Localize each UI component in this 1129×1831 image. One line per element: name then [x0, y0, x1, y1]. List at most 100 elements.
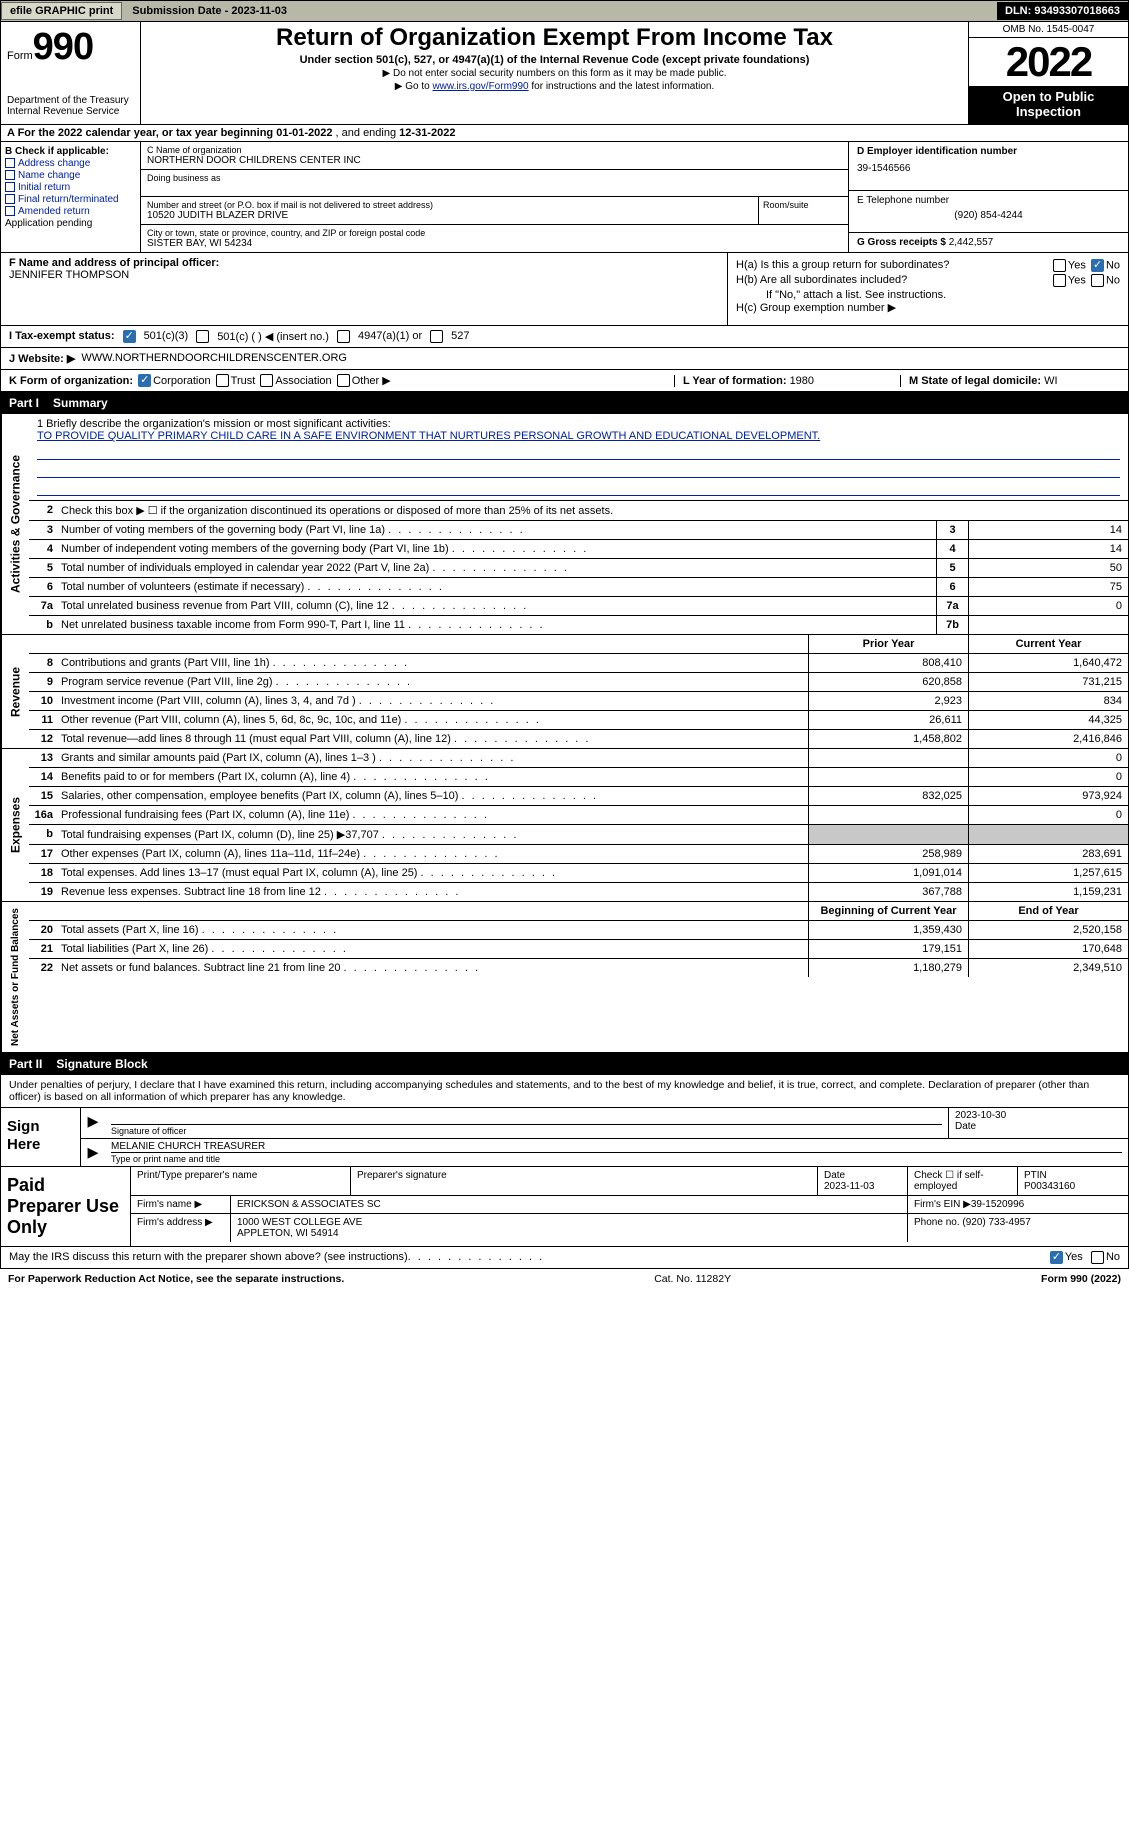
part-2-label: Part II — [9, 1057, 42, 1071]
k-assoc-checkbox[interactable] — [260, 374, 273, 387]
summary-line: 7aTotal unrelated business revenue from … — [29, 597, 1128, 616]
paid-preparer-block: Paid Preparer Use Only Print/Type prepar… — [0, 1167, 1129, 1246]
prior-value: 620,858 — [808, 673, 968, 691]
i-527-checkbox[interactable] — [430, 330, 443, 343]
prep-row-2: Firm's name ▶ ERICKSON & ASSOCIATES SC F… — [131, 1196, 1128, 1214]
line-text: Number of voting members of the governin… — [57, 521, 936, 539]
gross-receipts-value: 2,442,557 — [949, 237, 994, 248]
line-num: 15 — [29, 787, 57, 805]
fin-line: 19Revenue less expenses. Subtract line 1… — [29, 883, 1128, 901]
chk-label: Initial return — [18, 182, 70, 193]
chk-initial-return[interactable]: Initial return — [5, 182, 136, 193]
section-g: G Gross receipts $ 2,442,557 — [849, 233, 1128, 252]
current-value: 1,257,615 — [968, 864, 1128, 882]
i-501c-checkbox[interactable] — [196, 330, 209, 343]
dba-cell: Doing business as — [141, 170, 848, 196]
k-corp-checkbox[interactable] — [138, 374, 151, 387]
chk-address-change[interactable]: Address change — [5, 158, 136, 169]
firm-phone-value: (920) 733-4957 — [962, 1217, 1030, 1228]
row-a-mid: , and ending — [336, 127, 400, 139]
netassets-body: Beginning of Current Year End of Year 20… — [29, 902, 1128, 1052]
prior-year-header: Prior Year — [808, 635, 968, 653]
i-4947-checkbox[interactable] — [337, 330, 350, 343]
chk-name-change[interactable]: Name change — [5, 170, 136, 181]
officer-label: F Name and address of principal officer: — [9, 257, 219, 269]
irs-link[interactable]: www.irs.gov/Form990 — [432, 81, 528, 92]
sig-date-value: 2023-10-30 — [955, 1110, 1122, 1121]
footer-right: Form 990 (2022) — [1041, 1273, 1121, 1285]
prep-date-label: Date — [824, 1170, 845, 1181]
summary-line: 5Total number of individuals employed in… — [29, 559, 1128, 578]
hb-note: If "No," attach a list. See instructions… — [736, 289, 1120, 301]
discuss-yes-checkbox[interactable] — [1050, 1251, 1063, 1264]
prep-selfemp-cell: Check ☐ if self-employed — [908, 1167, 1018, 1195]
sig-officer-label: Signature of officer — [111, 1124, 942, 1136]
fin-line: 14Benefits paid to or for members (Part … — [29, 768, 1128, 787]
chk-amended-return[interactable]: Amended return — [5, 206, 136, 217]
prior-value: 808,410 — [808, 654, 968, 672]
firm-name-value: ERICKSON & ASSOCIATES SC — [231, 1196, 908, 1213]
mission-blank-line — [37, 446, 1120, 460]
current-value — [968, 825, 1128, 844]
signature-declaration: Under penalties of perjury, I declare th… — [0, 1075, 1129, 1108]
checkbox-icon — [5, 182, 15, 192]
line-value: 14 — [968, 540, 1128, 558]
hb-no-checkbox[interactable] — [1091, 274, 1104, 287]
firm-ein-label: Firm's EIN ▶ — [914, 1199, 971, 1210]
ha-no-checkbox[interactable] — [1091, 259, 1104, 272]
line-num: 11 — [29, 711, 57, 729]
row-a-end: 12-31-2022 — [399, 127, 455, 139]
line-text: Salaries, other compensation, employee b… — [57, 787, 808, 805]
form-title: Return of Organization Exempt From Incom… — [147, 24, 962, 52]
ha-yes-checkbox[interactable] — [1053, 259, 1066, 272]
yes-label: Yes — [1068, 259, 1086, 271]
paid-preparer-label: Paid Preparer Use Only — [1, 1167, 131, 1245]
prep-date-value: 2023-11-03 — [824, 1181, 874, 1192]
line-num: 5 — [29, 559, 57, 577]
tax-year: 2022 — [969, 38, 1128, 86]
fin-line: 21Total liabilities (Part X, line 26) 17… — [29, 940, 1128, 959]
line-text: Revenue less expenses. Subtract line 18 … — [57, 883, 808, 901]
line-num: 16a — [29, 806, 57, 824]
line-value: 50 — [968, 559, 1128, 577]
current-value: 731,215 — [968, 673, 1128, 691]
side-tab-ag: Activities & Governance — [1, 414, 29, 634]
dln-label: DLN: — [1005, 5, 1034, 17]
footer-left: For Paperwork Reduction Act Notice, see … — [8, 1273, 344, 1285]
side-tab-revenue: Revenue — [1, 635, 29, 748]
ptin-value: P00343160 — [1024, 1181, 1075, 1192]
website-value: WWW.NORTHERNDOORCHILDRENSCENTER.ORG — [81, 352, 347, 364]
org-name-cell: C Name of organization NORTHERN DOOR CHI… — [141, 142, 848, 169]
name-title-label: Type or print name and title — [111, 1152, 1122, 1164]
current-value: 834 — [968, 692, 1128, 710]
officer-name: JENNIFER THOMPSON — [9, 269, 719, 281]
k-trust-checkbox[interactable] — [216, 374, 229, 387]
chk-application-pending[interactable]: Application pending — [5, 218, 136, 229]
org-name: NORTHERN DOOR CHILDRENS CENTER INC — [147, 155, 842, 166]
hb-label: H(b) Are all subordinates included? — [736, 274, 907, 286]
firm-addr-cell: 1000 WEST COLLEGE AVEAPPLETON, WI 54914 — [231, 1214, 908, 1242]
irs-discuss-row: May the IRS discuss this return with the… — [0, 1247, 1129, 1269]
fin-line: 9Program service revenue (Part VIII, lin… — [29, 673, 1128, 692]
sig-officer-row: ▸ Signature of officer 2023-10-30 Date — [81, 1108, 1128, 1139]
submission-date-value: 2023-11-03 — [231, 5, 287, 17]
row-a-begin: 01-01-2022 — [276, 127, 332, 139]
row-m: M State of legal domicile: WI — [900, 375, 1120, 387]
efile-print-button[interactable]: efile GRAPHIC print — [1, 2, 122, 20]
discuss-no-checkbox[interactable] — [1091, 1251, 1104, 1264]
line-num: 14 — [29, 768, 57, 786]
section-d: D Employer identification number 39-1546… — [849, 142, 1128, 191]
topbar: efile GRAPHIC print Submission Date - 20… — [0, 0, 1129, 22]
chk-final-return[interactable]: Final return/terminated — [5, 194, 136, 205]
hb-yes-checkbox[interactable] — [1053, 274, 1066, 287]
line-text: Other revenue (Part VIII, column (A), li… — [57, 711, 808, 729]
line-text: Other expenses (Part IX, column (A), lin… — [57, 845, 808, 863]
line-text: Grants and similar amounts paid (Part IX… — [57, 749, 808, 767]
current-value: 0 — [968, 768, 1128, 786]
i-501c3-checkbox[interactable] — [123, 330, 136, 343]
checkbox-icon — [5, 194, 15, 204]
blank-header — [29, 635, 808, 653]
dept-treasury: Department of the Treasury Internal Reve… — [7, 95, 134, 117]
checkbox-icon — [5, 170, 15, 180]
k-other-checkbox[interactable] — [337, 374, 350, 387]
